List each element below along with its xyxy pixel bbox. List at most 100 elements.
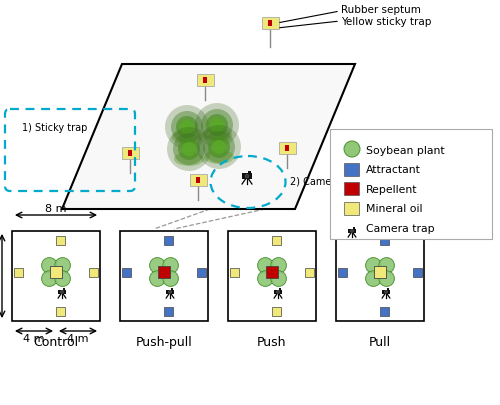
Bar — [268, 21, 272, 27]
Circle shape — [268, 268, 276, 277]
Text: Push: Push — [257, 335, 287, 348]
Ellipse shape — [204, 151, 234, 164]
Circle shape — [210, 119, 224, 133]
Circle shape — [201, 110, 233, 142]
Circle shape — [276, 291, 280, 294]
Circle shape — [176, 117, 198, 139]
Bar — [164, 307, 173, 316]
Circle shape — [150, 258, 165, 273]
Text: Soybean plant: Soybean plant — [366, 146, 444, 156]
Bar — [284, 146, 290, 151]
Circle shape — [206, 115, 228, 136]
Bar — [50, 266, 62, 278]
Bar — [380, 237, 389, 245]
Bar — [374, 266, 386, 278]
Bar — [171, 288, 173, 290]
Bar — [248, 172, 251, 174]
Circle shape — [55, 271, 70, 287]
Bar — [262, 18, 278, 30]
Bar — [158, 266, 170, 278]
Circle shape — [350, 230, 354, 233]
Circle shape — [195, 104, 239, 148]
Circle shape — [180, 121, 194, 135]
Circle shape — [52, 268, 60, 277]
Bar — [387, 288, 389, 290]
Text: 2) Camera trap: 2) Camera trap — [290, 177, 364, 187]
Bar — [330, 130, 492, 239]
Bar — [196, 75, 214, 87]
Polygon shape — [62, 65, 355, 209]
Bar — [348, 229, 356, 234]
Circle shape — [160, 268, 168, 277]
Text: 4 m: 4 m — [67, 333, 89, 343]
Circle shape — [163, 271, 178, 287]
Text: Camera trap: Camera trap — [366, 224, 434, 233]
Circle shape — [42, 258, 57, 273]
Circle shape — [42, 271, 57, 287]
Bar — [380, 307, 389, 316]
Bar — [305, 268, 314, 277]
Bar — [56, 307, 65, 316]
Circle shape — [178, 139, 200, 161]
Circle shape — [212, 141, 226, 155]
Bar — [14, 268, 23, 277]
Bar — [274, 290, 282, 294]
Bar — [266, 266, 278, 278]
Bar — [196, 177, 200, 183]
Bar — [353, 228, 355, 229]
Bar — [89, 268, 98, 277]
Circle shape — [258, 271, 273, 287]
Bar — [272, 237, 281, 245]
Bar — [242, 174, 252, 179]
Text: 4 m: 4 m — [23, 333, 45, 343]
Circle shape — [258, 258, 273, 273]
Text: Yellow sticky trap: Yellow sticky trap — [341, 17, 432, 27]
Bar — [278, 143, 295, 155]
Bar — [12, 231, 100, 321]
Circle shape — [165, 106, 209, 149]
Circle shape — [203, 132, 235, 164]
Text: Repellent: Repellent — [366, 185, 418, 194]
Bar — [338, 268, 347, 277]
Circle shape — [182, 143, 196, 157]
Ellipse shape — [202, 129, 232, 143]
Ellipse shape — [174, 153, 204, 166]
Circle shape — [271, 271, 286, 287]
Circle shape — [197, 126, 241, 170]
Circle shape — [384, 291, 388, 294]
Circle shape — [366, 271, 381, 287]
Circle shape — [150, 271, 165, 287]
Bar — [122, 148, 138, 160]
Bar — [56, 237, 65, 245]
Text: Control: Control — [34, 335, 78, 348]
Text: Push-pull: Push-pull — [136, 335, 192, 348]
Circle shape — [366, 258, 381, 273]
Bar — [58, 290, 66, 294]
Text: 8 m: 8 m — [45, 203, 67, 213]
Bar — [413, 268, 422, 277]
Bar — [272, 307, 281, 316]
Circle shape — [60, 291, 64, 294]
Bar — [344, 183, 359, 196]
Bar — [336, 231, 424, 321]
Text: Attractant: Attractant — [366, 165, 421, 175]
Circle shape — [163, 258, 178, 273]
Circle shape — [344, 142, 360, 158]
Bar — [202, 78, 207, 84]
Bar — [197, 268, 206, 277]
Bar — [344, 202, 359, 215]
Circle shape — [271, 258, 286, 273]
Bar — [279, 288, 281, 290]
Circle shape — [376, 268, 384, 277]
Text: 1) Sticky trap: 1) Sticky trap — [22, 123, 88, 133]
Circle shape — [171, 112, 203, 144]
Circle shape — [379, 258, 394, 273]
Bar — [166, 290, 174, 294]
Ellipse shape — [172, 131, 202, 145]
Text: Rubber septum: Rubber septum — [341, 5, 421, 15]
Bar — [228, 231, 316, 321]
Text: Pull: Pull — [369, 335, 391, 348]
Bar — [230, 268, 239, 277]
Circle shape — [55, 258, 70, 273]
Bar — [120, 231, 208, 321]
